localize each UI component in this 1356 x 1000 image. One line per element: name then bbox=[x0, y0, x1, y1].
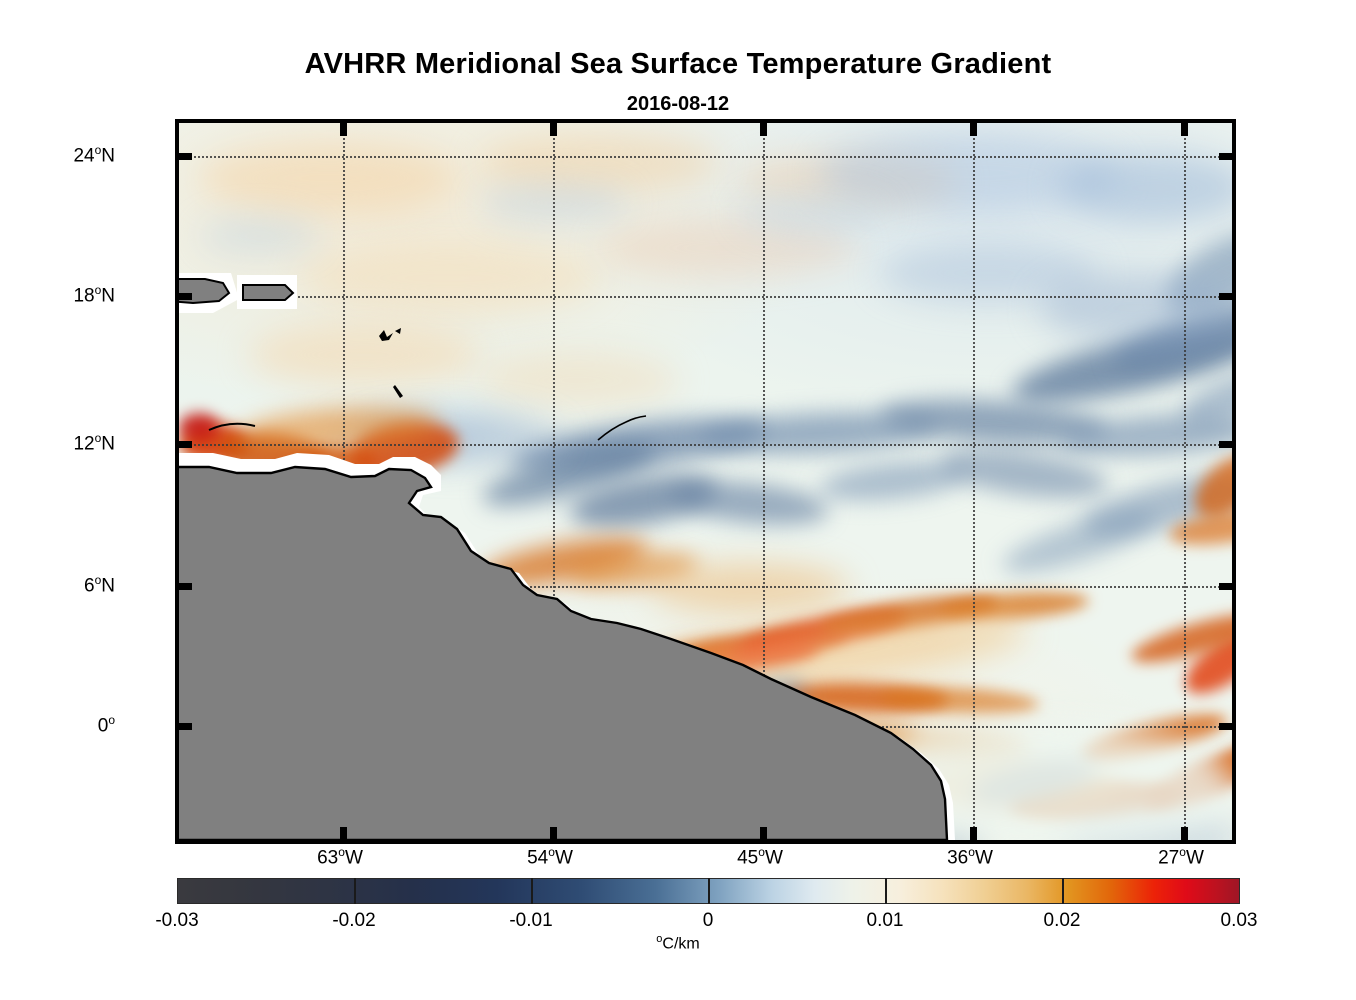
field-warm-patch bbox=[599, 218, 859, 278]
xtick-label-54W: 54oW bbox=[527, 845, 573, 869]
field-cool-patch bbox=[1059, 153, 1232, 223]
colorbar-tick--0.01 bbox=[531, 878, 533, 904]
gridline-lat-6N bbox=[179, 586, 1232, 588]
xtick-top-63W bbox=[340, 123, 347, 136]
gridline-lon-54W bbox=[553, 123, 555, 840]
island-mark-coast-arc bbox=[208, 422, 256, 431]
island-mark-small bbox=[393, 385, 403, 398]
colorbar-label--0.01: -0.01 bbox=[509, 910, 553, 931]
field-warm-patch bbox=[479, 133, 719, 193]
ytick-label-0: 0o bbox=[97, 713, 115, 737]
ytick-18N bbox=[179, 293, 192, 300]
colorbar-label--0.02: -0.02 bbox=[332, 910, 376, 931]
xtick-36W bbox=[970, 827, 977, 840]
colorbar-label-0: 0 bbox=[702, 910, 714, 931]
xtick-label-36W: 36oW bbox=[947, 845, 993, 869]
gridline-lon-36W bbox=[973, 123, 975, 840]
ytick-6N bbox=[179, 583, 192, 590]
colorbar-tick-0.01 bbox=[885, 878, 887, 904]
colorbar-label-0.01: 0.01 bbox=[866, 910, 904, 931]
xtick-top-27W bbox=[1181, 123, 1188, 136]
colorbar-tick-0 bbox=[708, 878, 710, 904]
xtick-label-63W: 63oW bbox=[317, 845, 363, 869]
land-mask-layer bbox=[179, 273, 955, 840]
island-mark-trail bbox=[597, 415, 647, 441]
xtick-top-54W bbox=[550, 123, 557, 136]
colorbar-tick-0.02 bbox=[1062, 878, 1064, 904]
ytick-right-6N bbox=[1219, 583, 1232, 590]
ytick-right-12N bbox=[1219, 441, 1232, 448]
xtick-63W bbox=[340, 827, 347, 840]
gridline-lat-24N bbox=[179, 156, 1232, 158]
field-warm-patch bbox=[249, 323, 479, 387]
map-plot-area[interactable] bbox=[175, 119, 1236, 844]
ytick-label-6N: 6oN bbox=[84, 573, 115, 597]
field-warm-patch bbox=[299, 243, 599, 313]
ytick-label-18N: 18oN bbox=[73, 283, 115, 307]
field-cool-patch bbox=[879, 243, 1099, 303]
field-cool-patch bbox=[819, 133, 1119, 213]
figure-title: AVHRR Meridional Sea Surface Temperature… bbox=[304, 48, 1052, 80]
gridline-lat-12N bbox=[179, 444, 1232, 446]
gridline-lon-45W bbox=[763, 123, 765, 840]
puerto-rico-land bbox=[242, 284, 295, 301]
colorbar-label--0.03: -0.03 bbox=[155, 910, 199, 931]
field-warm-patch bbox=[199, 143, 459, 213]
xtick-54W bbox=[550, 827, 557, 840]
field-warm-patch bbox=[739, 153, 959, 208]
colorbar-label-0.02: 0.02 bbox=[1043, 910, 1081, 931]
xtick-27W bbox=[1181, 827, 1188, 840]
colorbar[interactable] bbox=[177, 878, 1240, 904]
xtick-top-36W bbox=[970, 123, 977, 136]
ytick-right-0 bbox=[1219, 723, 1232, 730]
ytick-0 bbox=[179, 723, 192, 730]
field-warm-patch bbox=[479, 353, 679, 408]
figure-subtitle: 2016-08-12 bbox=[626, 93, 730, 115]
gridline-lat-18N bbox=[179, 296, 1232, 298]
colorbar-tick--0.02 bbox=[354, 878, 356, 904]
ytick-12N bbox=[179, 441, 192, 448]
xtick-label-27W: 27oW bbox=[1158, 845, 1204, 869]
field-cool-patch bbox=[199, 218, 319, 254]
ytick-24N bbox=[179, 153, 192, 160]
ytick-label-12N: 12oN bbox=[73, 431, 115, 455]
field-cool-filament bbox=[1039, 273, 1232, 343]
gridline-lon-27W bbox=[1184, 123, 1186, 840]
field-warm-front bbox=[179, 413, 219, 441]
ytick-right-24N bbox=[1219, 153, 1232, 160]
field-warm-filament bbox=[649, 563, 849, 613]
xtick-top-45W bbox=[760, 123, 767, 136]
xtick-45W bbox=[760, 827, 767, 840]
lesser-antilles-islands bbox=[379, 328, 401, 341]
colorbar-label-0.03: 0.03 bbox=[1220, 910, 1258, 931]
colorbar-unit-label: oC/km bbox=[656, 933, 700, 953]
ytick-label-24N: 24oN bbox=[73, 143, 115, 167]
south-america-land bbox=[179, 465, 949, 840]
map-raster-clip bbox=[179, 123, 1232, 840]
xtick-label-45W: 45oW bbox=[737, 845, 783, 869]
ytick-right-18N bbox=[1219, 293, 1232, 300]
